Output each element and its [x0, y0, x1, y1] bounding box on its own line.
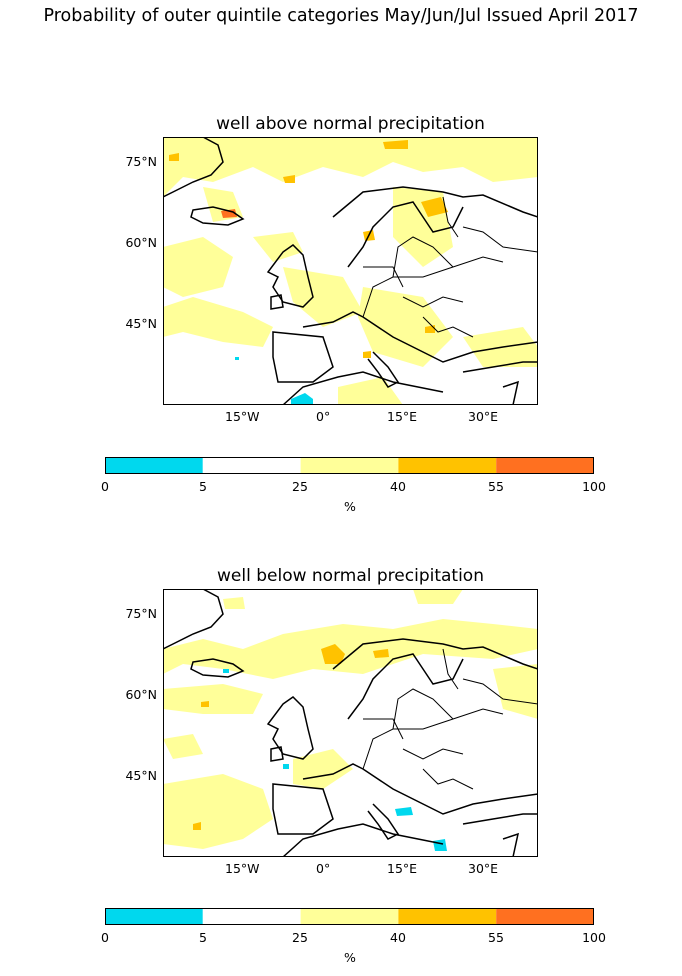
map-above-normal: [163, 137, 538, 405]
cb-tick: 0: [101, 479, 109, 494]
colorbar-segment: [300, 908, 399, 925]
colorbar-segment: [105, 457, 203, 474]
cb-tick: 55: [488, 930, 504, 945]
cb-tick: 5: [199, 930, 207, 945]
colorbar-segment: [496, 457, 594, 474]
cb-tick: 55: [488, 479, 504, 494]
borders: [362, 648, 538, 790]
cb-tick: 40: [390, 930, 406, 945]
borders: [362, 196, 538, 338]
cb-tick: 40: [390, 479, 406, 494]
lat-label-45n: 45°N: [125, 768, 157, 783]
map-below-normal: [163, 589, 538, 857]
prob-40-55-areas: [169, 140, 448, 358]
lon-label-30e: 30°E: [468, 861, 499, 876]
colorbar-segment: [202, 908, 301, 925]
colorbar-unit: %: [344, 950, 356, 965]
coastlines: [163, 589, 538, 857]
lon-label-15e: 15°E: [387, 409, 418, 424]
colorbar-above: [105, 457, 594, 474]
figure-title: Probability of outer quintile categories…: [43, 6, 639, 26]
cb-tick: 5: [199, 479, 207, 494]
lat-label-60n: 60°N: [125, 687, 157, 702]
colorbar-segment: [398, 908, 497, 925]
prob-25-40-areas: [163, 589, 538, 849]
cb-tick: 25: [292, 930, 308, 945]
lon-label-0: 0°: [316, 409, 331, 424]
cb-tick: 0: [101, 930, 109, 945]
cb-tick: 25: [292, 479, 308, 494]
colorbar-segment: [496, 908, 594, 925]
colorbar-segment: [398, 457, 497, 474]
lon-label-15w: 15°W: [225, 861, 260, 876]
lat-label-75n: 75°N: [125, 154, 157, 169]
lat-label-75n: 75°N: [125, 606, 157, 621]
cb-tick: 100: [582, 930, 606, 945]
prob-0-5-areas: [223, 669, 447, 851]
colorbar-segment: [300, 457, 399, 474]
cb-tick: 100: [582, 479, 606, 494]
lon-label-15w: 15°W: [225, 409, 260, 424]
lat-label-45n: 45°N: [125, 316, 157, 331]
coastlines: [163, 137, 538, 405]
colorbar-segment: [105, 908, 203, 925]
colorbar-unit: %: [344, 499, 356, 514]
prob-0-5-areas: [235, 357, 313, 405]
prob-25-40-areas: [163, 137, 538, 405]
colorbar-below: [105, 908, 594, 925]
colorbar-segment: [202, 457, 301, 474]
lon-label-30e: 30°E: [468, 409, 499, 424]
panel-title-below: well below normal precipitation: [217, 566, 484, 586]
panel-title-above: well above normal precipitation: [216, 114, 485, 134]
lon-label-15e: 15°E: [387, 861, 418, 876]
prob-40-55-areas: [193, 644, 389, 830]
lon-label-0: 0°: [316, 861, 331, 876]
lat-label-60n: 60°N: [125, 235, 157, 250]
